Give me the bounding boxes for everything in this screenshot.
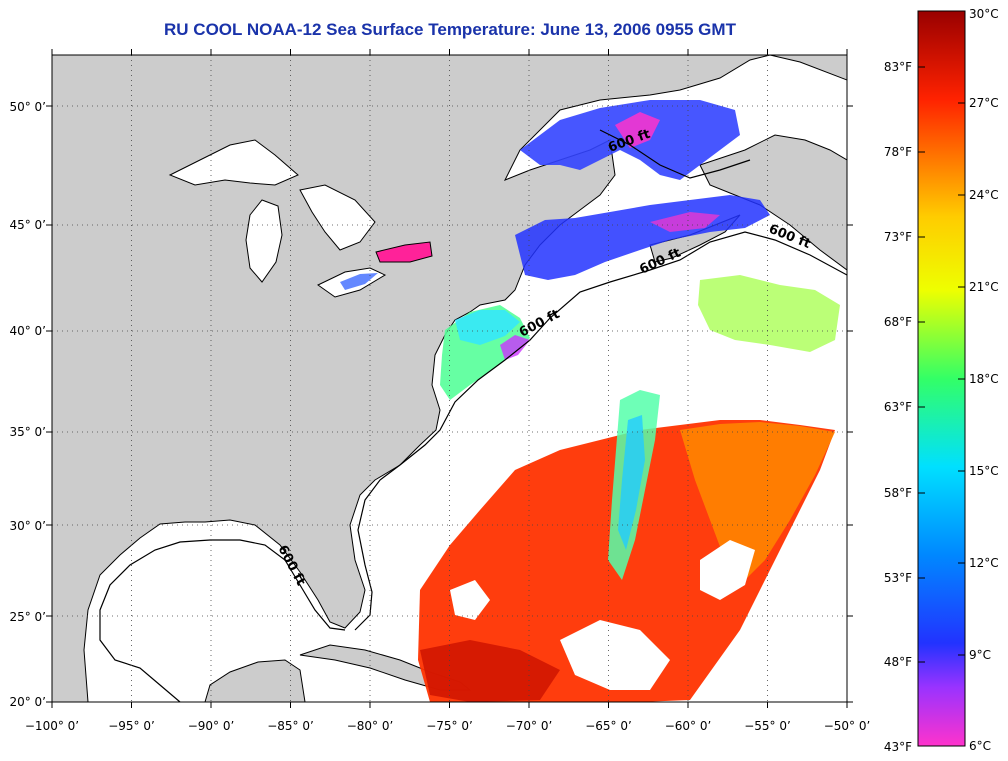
lake-erie-sst	[340, 273, 378, 290]
land-yucatan	[204, 659, 306, 702]
sst-scotian-shelf-green	[698, 275, 840, 352]
cb-c-30: 30°C	[969, 7, 999, 21]
lake-ontario	[375, 241, 433, 263]
lat-label-20: 20° 0’	[9, 695, 46, 709]
land-atlantic-canada	[699, 134, 847, 271]
cb-c-12: 12°C	[969, 556, 999, 570]
lake-huron	[299, 184, 376, 251]
lon-label-60: −60° 0’	[665, 719, 712, 733]
sst-gulf-of-maine-magenta	[650, 212, 720, 232]
colorbar-ticks	[918, 10, 965, 747]
lon-label-90: −90° 0’	[188, 719, 235, 733]
cb-c-6: 6°C	[969, 739, 991, 753]
map-frame	[51, 54, 848, 703]
sst-cloud-gap-2	[700, 540, 755, 600]
cb-f-48: 48°F	[884, 655, 912, 669]
isobath-600ft-stlawrence	[599, 129, 751, 179]
lat-label-45: 45° 0’	[9, 218, 46, 232]
lat-label-30: 30° 0’	[9, 519, 46, 533]
lon-label-75: −75° 0’	[426, 719, 473, 733]
lat-label-40: 40° 0’	[9, 324, 46, 338]
lon-label-85: −85° 0’	[267, 719, 314, 733]
cb-c-21: 21°C	[969, 280, 999, 294]
lon-label-65: −65° 0’	[585, 719, 632, 733]
cb-f-78: 78°F	[884, 145, 912, 159]
lat-label-35: 35° 0’	[9, 425, 46, 439]
lon-label-100: −100° 0’	[25, 719, 79, 733]
cb-c-9: 9°C	[969, 648, 991, 662]
lake-superior	[168, 139, 299, 186]
lon-label-80: −80° 0’	[347, 719, 394, 733]
lon-label-50: −50° 0’	[824, 719, 871, 733]
lat-label-25: 25° 0’	[9, 610, 46, 624]
colorbar	[917, 10, 966, 747]
sst-cloud-gap-1	[560, 620, 670, 690]
lat-label-50: 50° 0’	[9, 100, 46, 114]
cb-f-83: 83°F	[884, 60, 912, 74]
sst-gulf-stream-orange	[680, 422, 835, 580]
map-title: RU COOL NOAA-12 Sea Surface Temperature:…	[164, 20, 736, 39]
cb-c-15: 15°C	[969, 464, 999, 478]
lon-label-95: −95° 0’	[108, 719, 155, 733]
sst-mid-atlantic-cyan	[455, 310, 520, 345]
lake-michigan	[245, 199, 283, 283]
cb-c-27: 27°C	[969, 96, 999, 110]
cb-c-18: 18°C	[969, 372, 999, 386]
cb-f-58: 58°F	[884, 486, 912, 500]
isobath-600ft-atlantic	[354, 231, 847, 631]
cb-f-53: 53°F	[884, 571, 912, 585]
sst-shelf-break-magenta	[500, 335, 530, 360]
lon-label-70: −70° 0’	[506, 719, 553, 733]
cb-f-63: 63°F	[884, 400, 912, 414]
sst-cloud-gap-3	[450, 580, 490, 620]
cb-c-24: 24°C	[969, 188, 999, 202]
sst-gulf-of-st-lawrence-magenta	[615, 112, 660, 148]
cb-f-73: 73°F	[884, 230, 912, 244]
axis-ticks	[46, 49, 853, 708]
sst-caribbean-dark	[420, 640, 560, 702]
cb-f-68: 68°F	[884, 315, 912, 329]
lon-label-55: −55° 0’	[744, 719, 791, 733]
isobath-600ft-gulf	[99, 539, 346, 702]
sst-cold-filament-core	[618, 415, 645, 550]
cb-f-43: 43°F	[884, 740, 912, 754]
